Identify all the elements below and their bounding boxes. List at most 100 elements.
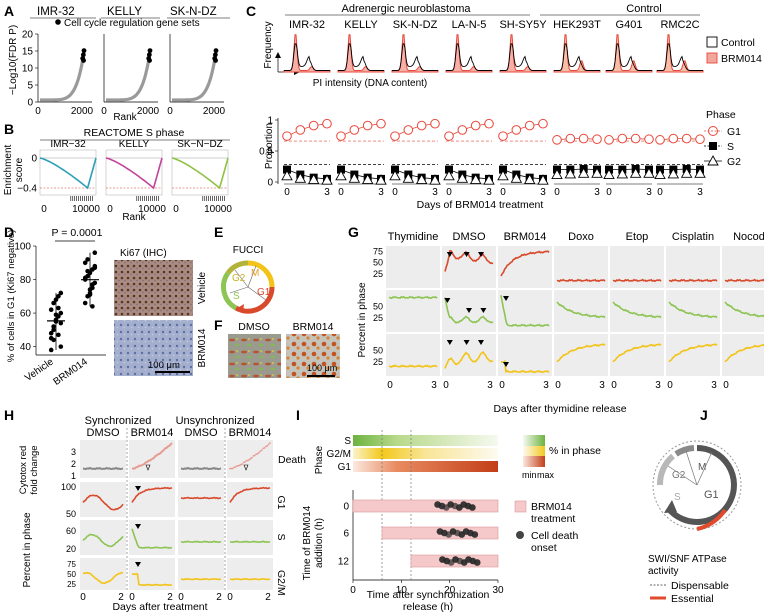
g1-point	[322, 118, 332, 129]
data-point	[90, 282, 95, 287]
x-tick-label: 3	[324, 187, 330, 198]
y-tick-label: 10	[22, 64, 34, 75]
panel-b-xlabel: Rank	[122, 212, 146, 223]
x-tick-label: 20	[444, 585, 456, 596]
death-marker	[243, 464, 249, 471]
x-tick-label: 0	[227, 592, 233, 603]
g2-point	[415, 173, 428, 184]
x-tick-label: 0	[657, 187, 663, 198]
fucci-brm014-image	[286, 334, 340, 378]
legend-pct: % in phase	[549, 445, 601, 457]
y-tick-label: 50	[373, 302, 383, 312]
phase-trace	[180, 496, 222, 500]
panel-b-ylabel-1: Enrichment	[3, 144, 14, 195]
g2-point	[375, 174, 387, 185]
fucci-scale: 100 μm	[307, 363, 337, 373]
cell-bg	[80, 440, 126, 478]
death-ylabel-1: Cytotox red	[18, 446, 29, 495]
g1-point	[578, 133, 589, 144]
rank-curve	[40, 51, 86, 102]
panel-b: B REACTOME S phase Enrichment score IMR−…	[3, 121, 232, 223]
phase-trace	[82, 571, 124, 584]
data-point	[53, 312, 59, 318]
plot-frame	[105, 149, 163, 196]
y-tick-label: 60	[66, 526, 76, 536]
hist-brm014	[656, 34, 704, 73]
g2-point	[443, 169, 455, 181]
cell-bg	[554, 246, 608, 288]
death-point	[240, 463, 242, 466]
hist-brm014	[499, 34, 547, 73]
y-tick-label: −0.4	[17, 184, 37, 195]
s-line	[394, 169, 436, 180]
y-tick-label: 40	[20, 342, 32, 353]
legend-min: min	[522, 470, 537, 480]
g1-point	[336, 131, 346, 141]
death-onset-point	[460, 501, 467, 508]
g2-point	[335, 169, 347, 181]
phase-trace	[131, 486, 173, 503]
data-point	[90, 304, 95, 309]
x-tick-label: 2	[216, 592, 222, 603]
j-legend-essential: Essential	[671, 593, 714, 605]
fucci-arc-m	[247, 260, 275, 288]
panel-c-histograms: IMR-32 KELLY SK-N-DZ LA-N-5 SH-SY5Y HEK293T G4…	[283, 19, 704, 73]
death-point	[266, 445, 269, 447]
data-point	[85, 257, 90, 262]
fucci-arc-s	[221, 271, 238, 311]
phase-trace	[556, 278, 606, 283]
legend-treatment-1: BRM014	[531, 501, 572, 513]
panel-letter: D	[4, 224, 14, 240]
panel-d-ylabel: % of cells in G1 (Ki67 negative)	[6, 230, 17, 363]
g1-line	[394, 123, 436, 137]
legend-brm014: BRM014	[721, 53, 762, 65]
x-tick-label: 0	[387, 380, 393, 391]
cycle-g1-arc	[665, 445, 737, 525]
phase-trace	[556, 301, 606, 319]
heat-row-s	[353, 435, 498, 446]
x-tick-label: 0	[611, 380, 617, 391]
g1-line	[448, 123, 490, 137]
g1-point	[295, 125, 306, 135]
y-tick-label: 50	[66, 509, 76, 519]
gene-set-point	[146, 52, 152, 58]
fucci-dmso-image	[228, 334, 281, 378]
phase-trace	[556, 343, 606, 363]
y-tick-label: 3	[71, 447, 76, 457]
x-tick-label: 3	[486, 187, 492, 198]
g1-point	[655, 135, 665, 145]
x-tick-label: 2	[167, 592, 173, 603]
x-tick-label: 0	[555, 380, 561, 391]
phase-trace	[500, 295, 550, 328]
hist-title: SH-SY5Y	[499, 19, 547, 31]
death-point	[244, 461, 247, 463]
phase-trace	[180, 466, 222, 471]
g2-point	[564, 168, 577, 179]
phase-trace	[668, 343, 718, 363]
g1-point	[524, 120, 535, 131]
x-tick-label: 0	[80, 592, 86, 603]
panel-a-plots: 0 5 10 15 20 0 2000 0 2000 0 2000	[22, 30, 226, 118]
data-point	[48, 307, 54, 313]
panel-i: I Phase S G2/M G1 % in phase min max Tim…	[296, 407, 601, 613]
cycle-label-g1: G1	[704, 489, 719, 501]
death-point	[234, 466, 237, 468]
column-title: Etop	[626, 231, 649, 243]
g1-point	[604, 135, 614, 145]
cell-bg	[722, 334, 764, 376]
g1-point	[668, 133, 679, 144]
ihc-scale: 100 μm	[148, 360, 180, 371]
data-point	[87, 287, 93, 292]
phase-trace	[668, 301, 718, 319]
hist-control	[284, 43, 330, 71]
column-title: BRM014	[131, 427, 174, 439]
hist-brm014	[605, 34, 653, 73]
y-tick-label: 6	[343, 529, 349, 540]
cell-bg	[386, 334, 440, 376]
g1-point	[511, 125, 522, 135]
cell-bg	[178, 482, 224, 517]
y-tick-label: 50	[67, 570, 76, 579]
y-tick-label: 12	[338, 557, 350, 568]
panel-letter: A	[4, 3, 14, 19]
